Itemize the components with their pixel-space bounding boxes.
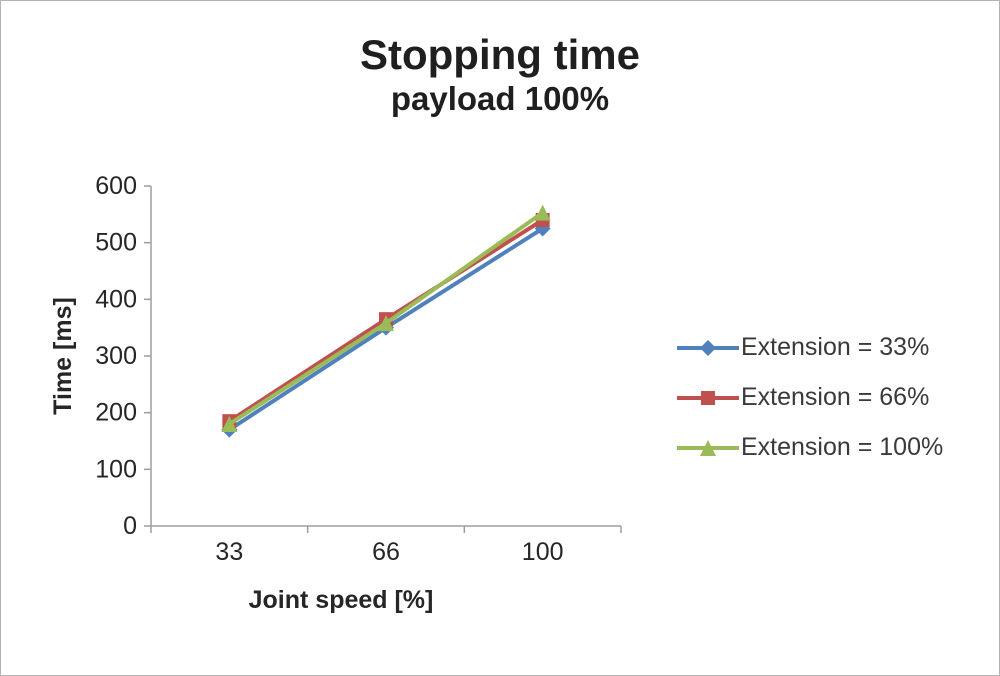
legend-label: Extension = 100% [741,433,944,461]
legend-label: Extension = 33% [741,333,930,361]
chart-subtitle: payload 100% [390,80,610,118]
x-tick-label: 66 [372,538,400,566]
y-axis-title: Time [ms] [49,297,77,415]
title-block: Stopping time payload 100% [1,31,999,119]
x-tick-label: 100 [522,538,564,566]
legend-item: Extension = 100% [677,433,943,462]
legend-item: Extension = 66% [677,383,943,412]
y-tick-label: 300 [95,342,137,370]
diamond-marker-icon [677,339,739,356]
legend-label: Extension = 66% [741,383,930,411]
y-tick-label: 0 [123,512,137,540]
plot-area: 0 100 200 300 400 500 600 33 66 100 Joint speed [%… [49,172,622,614]
y-tick-label: 200 [95,399,137,427]
legend-item: Extension = 33% [677,333,943,362]
y-tick-label: 100 [95,455,137,483]
x-tick-label: 33 [215,538,243,566]
legend: Extension = 33% Extension = 66% Extension … [677,333,943,462]
triangle-marker-icon [677,439,739,456]
y-tick-label: 400 [95,285,137,313]
square-marker-icon [677,390,739,405]
y-tick-label: 600 [95,172,137,200]
y-tick-label: 500 [95,229,137,257]
x-axis-title: Joint speed [%] [249,586,434,614]
chart-title: Stopping time [360,31,640,78]
